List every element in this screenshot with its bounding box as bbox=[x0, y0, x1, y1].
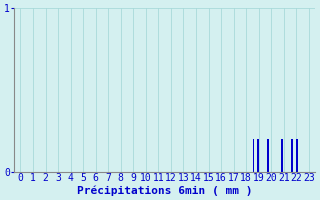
Bar bbox=[292, 139, 293, 172]
Bar bbox=[147, 139, 148, 172]
Bar bbox=[257, 139, 258, 172]
Bar bbox=[293, 139, 294, 172]
Bar bbox=[296, 139, 297, 172]
Bar bbox=[268, 139, 269, 172]
Bar bbox=[291, 139, 292, 172]
Bar bbox=[281, 139, 282, 172]
Bar bbox=[266, 139, 267, 172]
Bar bbox=[267, 139, 268, 172]
Bar bbox=[253, 139, 254, 172]
Bar bbox=[282, 139, 283, 172]
X-axis label: Précipitations 6min ( mm ): Précipitations 6min ( mm ) bbox=[77, 185, 252, 196]
Bar bbox=[308, 139, 309, 172]
Bar bbox=[297, 139, 298, 172]
Bar bbox=[278, 139, 279, 172]
